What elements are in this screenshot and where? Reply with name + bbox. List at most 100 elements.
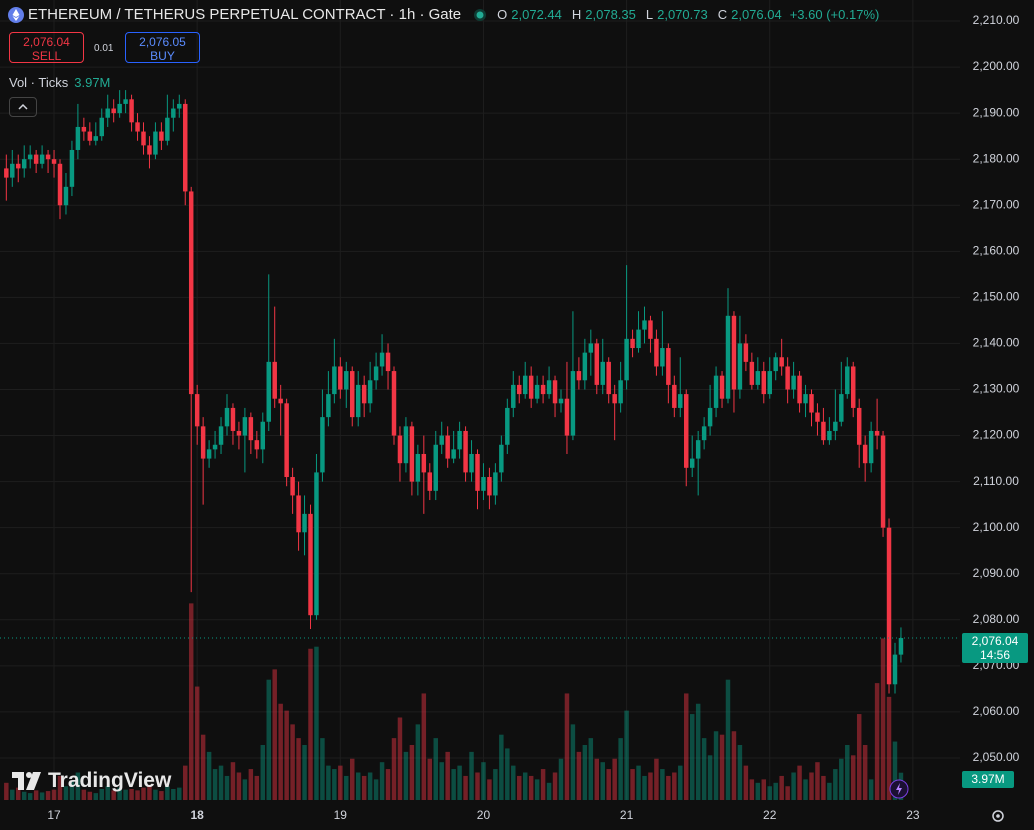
volume-bar: [612, 758, 617, 800]
y-tick-label: 2,200.00: [973, 59, 1020, 73]
candle-body: [648, 320, 653, 339]
volume-bar: [707, 755, 713, 800]
volume-bar: [552, 772, 558, 800]
candle-body: [153, 131, 158, 155]
y-tick-label: 2,090.00: [973, 566, 1020, 580]
volume-bar: [248, 769, 254, 800]
chevron-icon: [18, 103, 28, 110]
candle-body: [761, 371, 767, 395]
spread: 0.01: [94, 43, 114, 54]
volume-bar: [678, 765, 683, 800]
volume-bar: [45, 791, 51, 800]
candle-body: [797, 375, 802, 404]
volume-bar: [332, 769, 337, 800]
candle-body: [75, 126, 81, 150]
volume-bar: [415, 724, 421, 800]
candle-body: [117, 103, 122, 114]
volume-bar: [296, 738, 301, 800]
volume-bar: [880, 638, 886, 800]
last-price: 2,076.04: [971, 634, 1019, 648]
candle-body: [767, 371, 772, 395]
candle-body: [212, 444, 218, 450]
volume-bar: [33, 790, 39, 800]
candle-body: [224, 407, 230, 427]
volume-bar: [522, 772, 528, 800]
high-label: H: [571, 7, 582, 22]
volume-bar: [355, 772, 361, 800]
buy-button[interactable]: 2,076.05 BUY: [125, 32, 200, 63]
volume-bar: [779, 775, 784, 800]
volume-bar: [505, 748, 510, 800]
volume-bar: [827, 782, 832, 800]
x-tick-label: 22: [763, 808, 777, 822]
y-tick-label: 2,190.00: [973, 105, 1020, 119]
candle-body: [552, 380, 558, 404]
sell-price: 2,076.04: [23, 35, 70, 49]
volume-bar: [206, 751, 212, 800]
candle-body: [827, 430, 832, 441]
volume-bar: [862, 745, 868, 800]
volume-bar: [642, 775, 647, 800]
volume-bar: [713, 731, 719, 800]
candle-body: [642, 320, 647, 330]
volume-bar: [141, 787, 146, 800]
y-tick-label: 2,100.00: [973, 520, 1020, 534]
volume-bar: [385, 769, 391, 800]
volume-bar: [672, 772, 677, 800]
volume-name: Vol · Ticks: [9, 75, 69, 90]
candle-body: [361, 384, 367, 404]
candle-body: [457, 430, 462, 450]
candle-body: [177, 103, 182, 109]
y-tick-label: 2,080.00: [973, 612, 1020, 626]
candle-body: [851, 366, 856, 408]
volume-bar: [493, 769, 498, 800]
volume-bar: [588, 738, 594, 800]
volume-bar: [111, 790, 116, 800]
candle-body: [320, 417, 325, 473]
candle-body: [672, 384, 677, 408]
volume-bar: [177, 787, 182, 800]
volume-bar: [129, 789, 134, 800]
candle-body: [445, 435, 450, 459]
low-value: 2,070.73: [657, 7, 708, 22]
volume-axis-label: 3.97M: [962, 771, 1014, 788]
volume-bar: [403, 751, 409, 800]
candle-body: [218, 426, 224, 445]
volume-bar: [576, 751, 582, 800]
candle-body: [248, 417, 254, 441]
candle-body: [570, 371, 576, 436]
candle-body: [839, 394, 844, 422]
candle-body: [546, 380, 552, 395]
candle-body: [695, 440, 701, 459]
volume-bar: [499, 734, 504, 800]
symbol-title[interactable]: ETHEREUM / TETHERUS PERPETUAL CONTRACT ·…: [28, 6, 462, 23]
volume-bar: [99, 789, 104, 800]
candle-body: [821, 421, 826, 441]
volume-bar: [194, 686, 200, 800]
candle-body: [427, 472, 433, 491]
candle-body: [898, 638, 904, 655]
x-tick-label: 21: [620, 808, 634, 822]
volume-bar: [302, 745, 307, 800]
volume-bar: [487, 779, 492, 800]
y-tick-label: 2,160.00: [973, 243, 1020, 257]
candle-body: [87, 131, 93, 141]
volume-bar: [445, 751, 450, 800]
volume-bar: [511, 765, 516, 800]
candle-body: [373, 366, 379, 381]
candle-body: [367, 380, 373, 404]
volume-bar: [689, 714, 695, 800]
volume-bar: [272, 669, 277, 800]
y-tick-label: 2,170.00: [973, 197, 1020, 211]
candle-body: [147, 145, 152, 155]
candle-body: [892, 654, 898, 685]
collapse-button[interactable]: [9, 97, 37, 117]
candle-body: [415, 453, 421, 482]
volume-bar: [409, 745, 415, 800]
change-value: +3.60 (+0.17%): [789, 7, 880, 22]
volume-bar: [39, 792, 45, 800]
volume-bar: [582, 745, 588, 800]
candle-body: [171, 108, 176, 118]
candle-body: [111, 108, 116, 114]
sell-button[interactable]: 2,076.04 SELL: [9, 32, 84, 63]
